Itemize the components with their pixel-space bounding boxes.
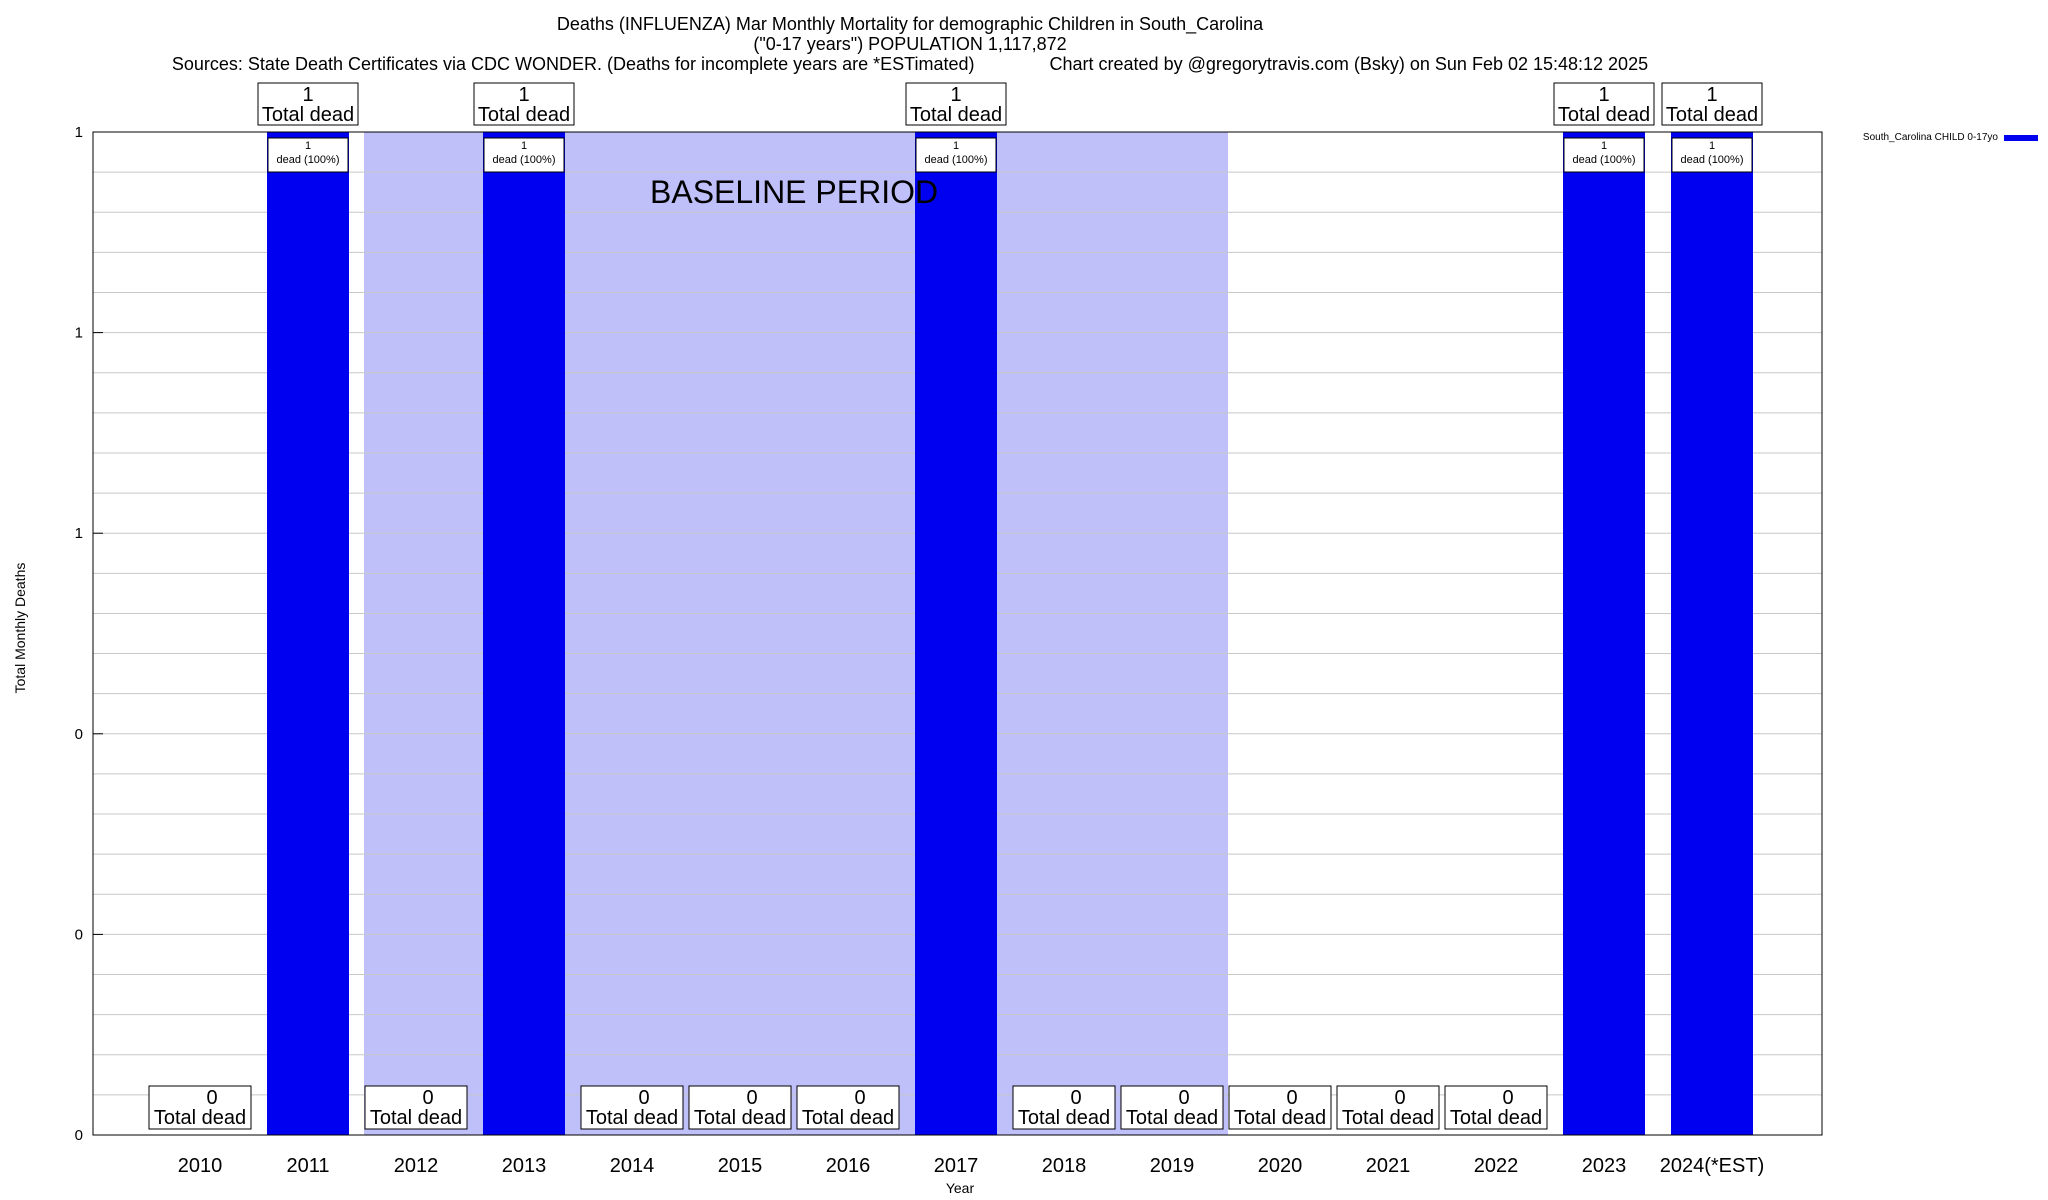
total-label-value: 0 <box>1070 1087 1081 1109</box>
bar-value-label-box <box>483 137 565 173</box>
total-label-value: 0 <box>1286 1087 1297 1109</box>
total-label-box <box>1444 1085 1548 1130</box>
total-label-box <box>473 82 575 126</box>
total-label-text: Total dead <box>370 1107 462 1129</box>
total-label-value: 1 <box>302 84 313 106</box>
x-tick-label-2014: 2014 <box>610 1155 655 1177</box>
bar-percent-label: dead (100%) <box>1681 154 1744 166</box>
x-tick-label-2011: 2011 <box>286 1155 329 1177</box>
y-axis-label: Total Monthly Deaths <box>12 562 28 694</box>
chart-title-line2: ("0-17 years") POPULATION 1,117,872 <box>753 34 1067 54</box>
bar-percent-label: dead (100%) <box>493 154 556 166</box>
total-label-value: 1 <box>518 84 529 106</box>
total-label-box <box>1336 1085 1440 1130</box>
x-tick-label-2019: 2019 <box>1150 1155 1195 1177</box>
x-tick-label-2012: 2012 <box>394 1155 439 1177</box>
total-label-box <box>1553 82 1655 126</box>
total-label-value: 1 <box>1598 84 1609 106</box>
total-label-text: Total dead <box>1558 104 1650 126</box>
bar-2024(*EST) <box>1671 132 1753 1135</box>
y-tick-label: 0 <box>75 1127 83 1144</box>
total-label-text: Total dead <box>586 1107 678 1129</box>
x-tick-label-2023: 2023 <box>1582 1155 1627 1177</box>
bar-value-label: 1 <box>1601 140 1607 152</box>
total-label-box <box>796 1085 900 1130</box>
total-label-text: Total dead <box>694 1107 786 1129</box>
bar-value-label: 1 <box>521 140 527 152</box>
legend-swatch <box>2004 135 2038 141</box>
bar-percent-label: dead (100%) <box>277 154 340 166</box>
total-label-value: 0 <box>1502 1087 1513 1109</box>
total-label-text: Total dead <box>1450 1107 1542 1129</box>
total-label-value: 0 <box>854 1087 865 1109</box>
plot-frame <box>92 131 1823 1136</box>
total-label-text: Total dead <box>1018 1107 1110 1129</box>
y-tick-label: 1 <box>75 325 83 342</box>
total-label-box <box>1012 1085 1116 1130</box>
total-label-box <box>905 82 1007 126</box>
legend-label: South_Carolina CHILD 0-17yo <box>1863 132 1999 143</box>
bar-value-label: 1 <box>953 140 959 152</box>
total-label-box <box>1120 1085 1224 1130</box>
bar-percent-label: dead (100%) <box>1573 154 1636 166</box>
y-tick-label: 1 <box>75 525 83 542</box>
bar-value-label: 1 <box>1709 140 1715 152</box>
bar-value-label-box <box>1671 137 1753 173</box>
x-tick-label-2022: 2022 <box>1474 1155 1519 1177</box>
x-tick-label-2018: 2018 <box>1042 1155 1087 1177</box>
total-label-text: Total dead <box>154 1107 246 1129</box>
bar-2011 <box>267 132 349 1135</box>
total-label-value: 0 <box>638 1087 649 1109</box>
x-tick-label-2024est: 2024(*EST) <box>1660 1155 1765 1177</box>
total-label-value: 0 <box>206 1087 217 1109</box>
total-label-value: 1 <box>1706 84 1717 106</box>
total-label-text: Total dead <box>1342 1107 1434 1129</box>
total-label-box <box>148 1085 252 1130</box>
y-tick-label: 0 <box>75 926 83 943</box>
y-tick-label: 0 <box>75 726 83 743</box>
total-label-value: 0 <box>746 1087 757 1109</box>
total-label-box <box>364 1085 468 1130</box>
total-label-box <box>1661 82 1763 126</box>
total-label-box <box>1228 1085 1332 1130</box>
x-axis-label: Year <box>945 1180 975 1196</box>
total-label-text: Total dead <box>802 1107 894 1129</box>
x-tick-label-2016: 2016 <box>826 1155 871 1177</box>
bar-percent-label: dead (100%) <box>925 154 988 166</box>
total-label-box <box>688 1085 792 1130</box>
x-tick-label-2013: 2013 <box>502 1155 547 1177</box>
total-label-value: 0 <box>1178 1087 1189 1109</box>
x-tick-label-2021: 2021 <box>1366 1155 1411 1177</box>
bar-value-label-box <box>1563 137 1645 173</box>
x-tick-label-2017: 2017 <box>934 1155 979 1177</box>
bar-2023 <box>1563 132 1645 1135</box>
total-label-text: Total dead <box>478 104 570 126</box>
total-label-text: Total dead <box>262 104 354 126</box>
total-label-box <box>257 82 359 126</box>
total-label-box <box>580 1085 684 1130</box>
total-label-value: 0 <box>1394 1087 1405 1109</box>
baseline-period-label: BASELINE PERIOD <box>650 174 938 210</box>
bar-2013 <box>483 132 565 1135</box>
x-tick-label-2015: 2015 <box>718 1155 763 1177</box>
total-label-text: Total dead <box>1234 1107 1326 1129</box>
bar-value-label: 1 <box>305 140 311 152</box>
total-label-text: Total dead <box>1666 104 1758 126</box>
bar-value-label-box <box>915 137 997 173</box>
chart-title-line1: Deaths (INFLUENZA) Mar Monthly Mortality… <box>556 14 1264 34</box>
total-label-value: 0 <box>422 1087 433 1109</box>
total-label-text: Total dead <box>910 104 1002 126</box>
x-tick-label-2010: 2010 <box>178 1155 223 1177</box>
chart-title-line3: Sources: State Death Certificates via CD… <box>171 54 1649 74</box>
x-tick-label-2020: 2020 <box>1258 1155 1303 1177</box>
total-label-text: Total dead <box>1126 1107 1218 1129</box>
bar-value-label-box <box>267 137 349 173</box>
y-tick-label: 1 <box>75 124 83 141</box>
bar-2017 <box>915 132 997 1135</box>
total-label-value: 1 <box>950 84 961 106</box>
